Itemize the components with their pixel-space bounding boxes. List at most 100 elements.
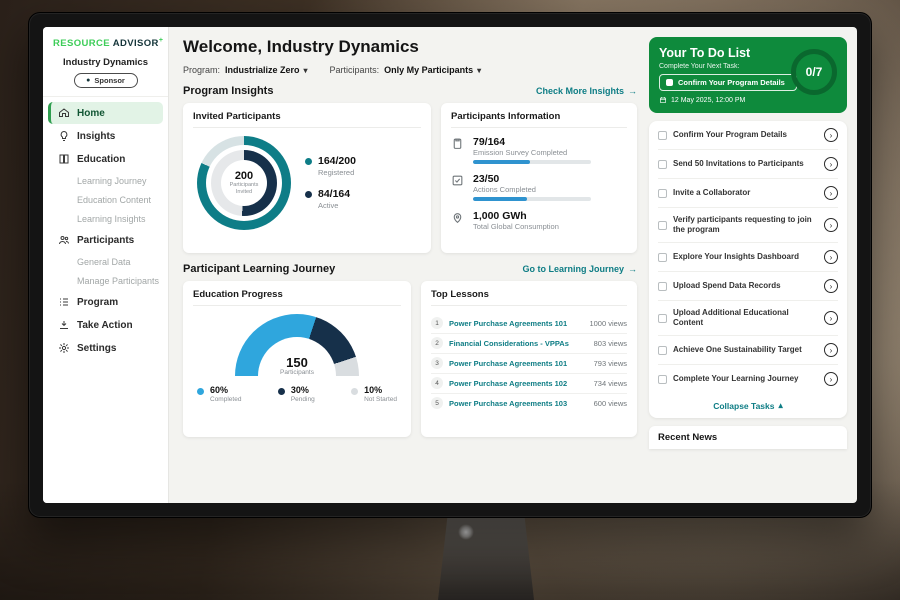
checkbox[interactable] bbox=[658, 374, 667, 384]
task-row[interactable]: Upload Additional Educational Content › bbox=[658, 301, 838, 336]
todo-progress-badge: 0/7 bbox=[791, 49, 837, 95]
card-title: Participants Information bbox=[451, 111, 627, 128]
sidebar-item-label: Settings bbox=[77, 342, 117, 354]
sidebar-subitem-label: Manage Participants bbox=[77, 275, 160, 286]
lesson-rank: 1 bbox=[431, 317, 443, 329]
sidebar-item-take-action[interactable]: Take Action bbox=[48, 314, 163, 336]
chevron-right-icon[interactable]: › bbox=[824, 311, 838, 325]
sidebar-item-learning-journey[interactable]: Learning Journey bbox=[43, 171, 168, 190]
checkbox[interactable] bbox=[658, 188, 667, 198]
stat-global-consumption: 1,000 GWh Total Global Consumption bbox=[451, 210, 627, 234]
monitor-stand bbox=[438, 515, 534, 600]
education-progress-card: Education Progress 150 Participants bbox=[183, 281, 411, 437]
lesson-title-link[interactable]: Power Purchase Agreements 101 bbox=[449, 358, 568, 368]
sidebar-item-manage-participants[interactable]: Manage Participants bbox=[43, 271, 168, 290]
participants-filter-select[interactable]: Only My Participants ▾ bbox=[384, 65, 482, 75]
sidebar-subitem-label: Learning Insights bbox=[77, 213, 146, 224]
checkbox[interactable] bbox=[658, 313, 667, 323]
task-label: Invite a Collaborator bbox=[673, 188, 751, 197]
chevron-right-icon[interactable]: › bbox=[824, 343, 838, 357]
gauge-center: 150 Participants bbox=[235, 356, 359, 376]
chevron-right-icon[interactable]: › bbox=[824, 157, 838, 171]
sponsor-icon: ● bbox=[86, 77, 91, 85]
chevron-right-icon[interactable]: › bbox=[824, 218, 838, 232]
chevron-right-icon[interactable]: › bbox=[824, 279, 838, 293]
sidebar-item-home[interactable]: Home bbox=[48, 102, 163, 125]
gauge-center-label: Participants bbox=[280, 369, 314, 376]
lesson-title-link[interactable]: Power Purchase Agreements 102 bbox=[449, 378, 568, 388]
lesson-row[interactable]: 2 Financial Considerations - VPPAs 803 v… bbox=[431, 334, 627, 354]
sidebar-item-program[interactable]: Program bbox=[48, 291, 163, 313]
task-row[interactable]: Achieve One Sustainability Target › bbox=[658, 336, 838, 365]
task-row[interactable]: Invite a Collaborator › bbox=[658, 179, 838, 208]
checkbox[interactable] bbox=[658, 252, 667, 262]
lesson-row[interactable]: 1 Power Purchase Agreements 101 1000 vie… bbox=[431, 314, 627, 334]
chevron-right-icon[interactable]: › bbox=[824, 372, 838, 386]
chevron-right-icon[interactable]: › bbox=[824, 250, 838, 264]
task-row[interactable]: Explore Your Insights Dashboard › bbox=[658, 243, 838, 272]
lesson-row[interactable]: 3 Power Purchase Agreements 101 793 view… bbox=[431, 354, 627, 374]
checkbox[interactable] bbox=[658, 130, 667, 140]
stat-actions-completed: 23/50 Actions Completed bbox=[451, 173, 627, 202]
teal-dot-icon bbox=[305, 158, 312, 166]
legend-label: Active bbox=[318, 200, 339, 210]
org-name: Industry Dynamics bbox=[63, 57, 148, 69]
legend-item-registered: 164/200 Registered bbox=[305, 156, 356, 177]
task-row[interactable]: Upload Spend Data Records › bbox=[658, 272, 838, 301]
sidebar-item-participants[interactable]: Participants bbox=[48, 229, 163, 251]
sidebar-item-label: Home bbox=[77, 107, 105, 119]
lesson-row[interactable]: 5 Power Purchase Agreements 103 600 view… bbox=[431, 394, 627, 413]
program-filter-select[interactable]: Industrialize Zero ▾ bbox=[225, 65, 308, 75]
sponsor-badge[interactable]: ● Sponsor bbox=[73, 73, 138, 89]
sidebar-item-education[interactable]: Education bbox=[48, 148, 163, 170]
go-to-learning-journey-link[interactable]: Go to Learning Journey → bbox=[522, 264, 637, 274]
legend-item-completed: 60% Completed bbox=[197, 385, 242, 403]
checkbox[interactable] bbox=[658, 220, 667, 230]
sidebar-item-general-data[interactable]: General Data bbox=[43, 252, 168, 271]
sidebar-nav: Home Insights Education Learning Journey bbox=[43, 96, 168, 359]
legend-item-active: 84/164 Active bbox=[305, 188, 356, 210]
main-content: Welcome, Industry Dynamics Program: Indu… bbox=[169, 27, 649, 503]
checkbox[interactable] bbox=[658, 159, 667, 169]
stat-label: Actions Completed bbox=[473, 185, 536, 195]
next-task-row[interactable]: Confirm Your Program Details bbox=[659, 74, 797, 91]
task-row[interactable]: Confirm Your Program Details › bbox=[658, 121, 838, 150]
checkbox[interactable] bbox=[658, 345, 667, 355]
brand-plus: + bbox=[158, 37, 164, 44]
sidebar-item-settings[interactable]: Settings bbox=[48, 337, 163, 359]
task-label: Upload Spend Data Records bbox=[673, 281, 781, 290]
chevron-right-icon[interactable]: › bbox=[824, 128, 838, 142]
lesson-rank: 5 bbox=[431, 397, 443, 409]
check-more-insights-link[interactable]: Check More Insights → bbox=[535, 86, 637, 96]
lesson-title-link[interactable]: Power Purchase Agreements 101 bbox=[449, 318, 568, 328]
sidebar-item-learning-insights[interactable]: Learning Insights bbox=[43, 209, 168, 228]
navy-dot-icon bbox=[277, 388, 285, 395]
stat-progress-fill bbox=[473, 197, 528, 202]
sidebar-item-education-content[interactable]: Education Content bbox=[43, 190, 168, 209]
lesson-views: 734 views bbox=[593, 378, 627, 388]
todo-subtitle: Complete Your Next Task: bbox=[659, 63, 740, 70]
sidebar-item-label: Education bbox=[77, 153, 126, 165]
checklist-icon bbox=[451, 174, 465, 188]
task-row[interactable]: Complete Your Learning Journey › bbox=[658, 365, 838, 393]
todo-title: Your To Do List bbox=[659, 46, 751, 60]
collapse-tasks-button[interactable]: Collapse Tasks ▴ bbox=[713, 400, 783, 411]
lesson-row[interactable]: 4 Power Purchase Agreements 102 734 view… bbox=[431, 374, 627, 394]
chevron-right-icon[interactable]: › bbox=[824, 186, 838, 200]
task-row[interactable]: Send 50 Invitations to Participants › bbox=[658, 150, 838, 179]
checkbox[interactable] bbox=[666, 79, 673, 86]
sidebar-item-insights[interactable]: Insights bbox=[48, 125, 163, 147]
invited-participants-card: Invited Participants 200 Participants In… bbox=[183, 103, 431, 253]
lesson-views: 793 views bbox=[593, 358, 627, 368]
lesson-title-link[interactable]: Financial Considerations - VPPAs bbox=[449, 338, 569, 348]
legend-label: Completed bbox=[210, 395, 242, 403]
brand-logo[interactable]: RESOURCE ADVISOR+ bbox=[43, 35, 168, 55]
chevron-down-icon: ▾ bbox=[303, 65, 308, 75]
checkbox[interactable] bbox=[658, 281, 667, 291]
donut-center: 200 Participants Invited bbox=[221, 160, 267, 206]
task-row[interactable]: Verify participants requesting to join t… bbox=[658, 208, 838, 243]
legend-label: Registered bbox=[318, 168, 355, 177]
brand-logo-green: RESOURCE bbox=[53, 38, 111, 50]
page-title: Welcome, Industry Dynamics bbox=[183, 37, 419, 56]
lesson-title-link[interactable]: Power Purchase Agreements 103 bbox=[449, 398, 568, 408]
